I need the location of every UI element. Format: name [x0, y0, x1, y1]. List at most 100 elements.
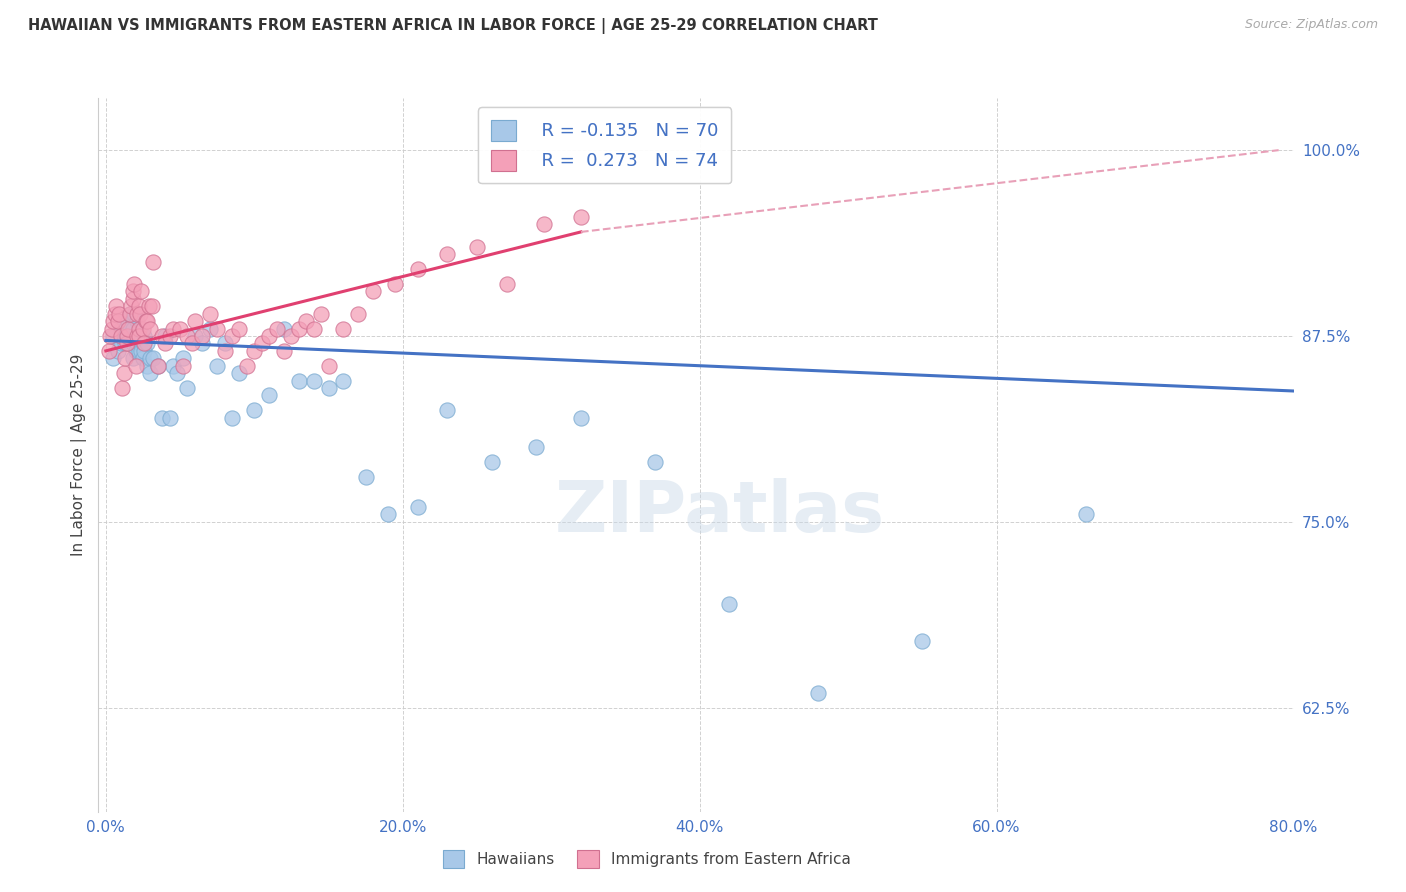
Point: [288, 321, 311, 335]
Point: [465, 240, 488, 254]
Point: [221, 410, 243, 425]
Point: [172, 351, 194, 366]
Point: [110, 329, 132, 343]
Point: [139, 321, 162, 335]
Point: [136, 336, 159, 351]
Point: [136, 359, 159, 373]
Point: [104, 307, 127, 321]
Point: [273, 321, 295, 335]
Y-axis label: In Labor Force | Age 25-29: In Labor Force | Age 25-29: [72, 354, 87, 556]
Point: [214, 343, 236, 358]
Point: [718, 597, 741, 611]
Point: [569, 210, 592, 224]
Point: [533, 218, 555, 232]
Point: [117, 314, 139, 328]
Point: [125, 307, 148, 321]
Point: [309, 307, 332, 321]
Point: [120, 299, 142, 313]
Point: [159, 329, 181, 343]
Point: [176, 381, 198, 395]
Point: [128, 329, 150, 343]
Point: [406, 500, 429, 514]
Point: [318, 381, 340, 395]
Point: [135, 314, 157, 328]
Point: [117, 329, 139, 343]
Point: [236, 359, 259, 373]
Point: [169, 321, 191, 335]
Point: [150, 329, 173, 343]
Point: [138, 299, 160, 313]
Point: [111, 381, 134, 395]
Point: [131, 329, 153, 343]
Point: [166, 366, 188, 380]
Point: [121, 336, 143, 351]
Point: [141, 299, 163, 313]
Point: [146, 359, 169, 373]
Point: [121, 351, 143, 366]
Point: [911, 633, 934, 648]
Point: [159, 410, 181, 425]
Point: [112, 314, 135, 328]
Point: [112, 329, 135, 343]
Point: [131, 285, 153, 299]
Point: [134, 329, 156, 343]
Point: [221, 329, 243, 343]
Legend: Hawaiians, Immigrants from Eastern Africa: Hawaiians, Immigrants from Eastern Afric…: [434, 843, 859, 875]
Point: [198, 321, 221, 335]
Point: [139, 351, 162, 366]
Point: [132, 351, 155, 366]
Point: [155, 336, 177, 351]
Point: [181, 336, 204, 351]
Point: [302, 374, 325, 388]
Text: ZIPatlas: ZIPatlas: [555, 477, 884, 547]
Point: [155, 329, 177, 343]
Point: [107, 314, 129, 328]
Point: [347, 307, 370, 321]
Text: Source: ZipAtlas.com: Source: ZipAtlas.com: [1244, 18, 1378, 31]
Point: [117, 321, 139, 335]
Point: [205, 321, 228, 335]
Point: [332, 321, 354, 335]
Point: [280, 329, 302, 343]
Point: [128, 329, 150, 343]
Point: [132, 336, 155, 351]
Point: [129, 307, 152, 321]
Point: [110, 321, 132, 335]
Point: [644, 455, 666, 469]
Point: [436, 403, 458, 417]
Point: [121, 285, 143, 299]
Point: [198, 307, 221, 321]
Point: [318, 359, 340, 373]
Point: [807, 686, 830, 700]
Point: [384, 277, 406, 291]
Point: [122, 277, 145, 291]
Point: [129, 321, 152, 335]
Point: [184, 314, 207, 328]
Point: [131, 343, 153, 358]
Point: [134, 343, 156, 358]
Legend:   R = -0.135   N = 70,   R =  0.273   N = 74: R = -0.135 N = 70, R = 0.273 N = 74: [478, 107, 731, 183]
Point: [569, 410, 592, 425]
Point: [112, 366, 135, 380]
Point: [243, 343, 266, 358]
Point: [103, 314, 125, 328]
Point: [114, 351, 136, 366]
Point: [257, 388, 280, 402]
Point: [121, 321, 143, 335]
Point: [110, 336, 132, 351]
Point: [118, 321, 141, 335]
Point: [124, 359, 146, 373]
Point: [122, 307, 145, 321]
Point: [1074, 508, 1097, 522]
Point: [128, 321, 150, 335]
Point: [332, 374, 354, 388]
Point: [124, 329, 146, 343]
Point: [142, 254, 165, 268]
Point: [288, 374, 311, 388]
Point: [361, 285, 384, 299]
Point: [142, 351, 165, 366]
Point: [97, 343, 120, 358]
Point: [101, 321, 124, 335]
Point: [105, 299, 128, 313]
Point: [98, 329, 121, 343]
